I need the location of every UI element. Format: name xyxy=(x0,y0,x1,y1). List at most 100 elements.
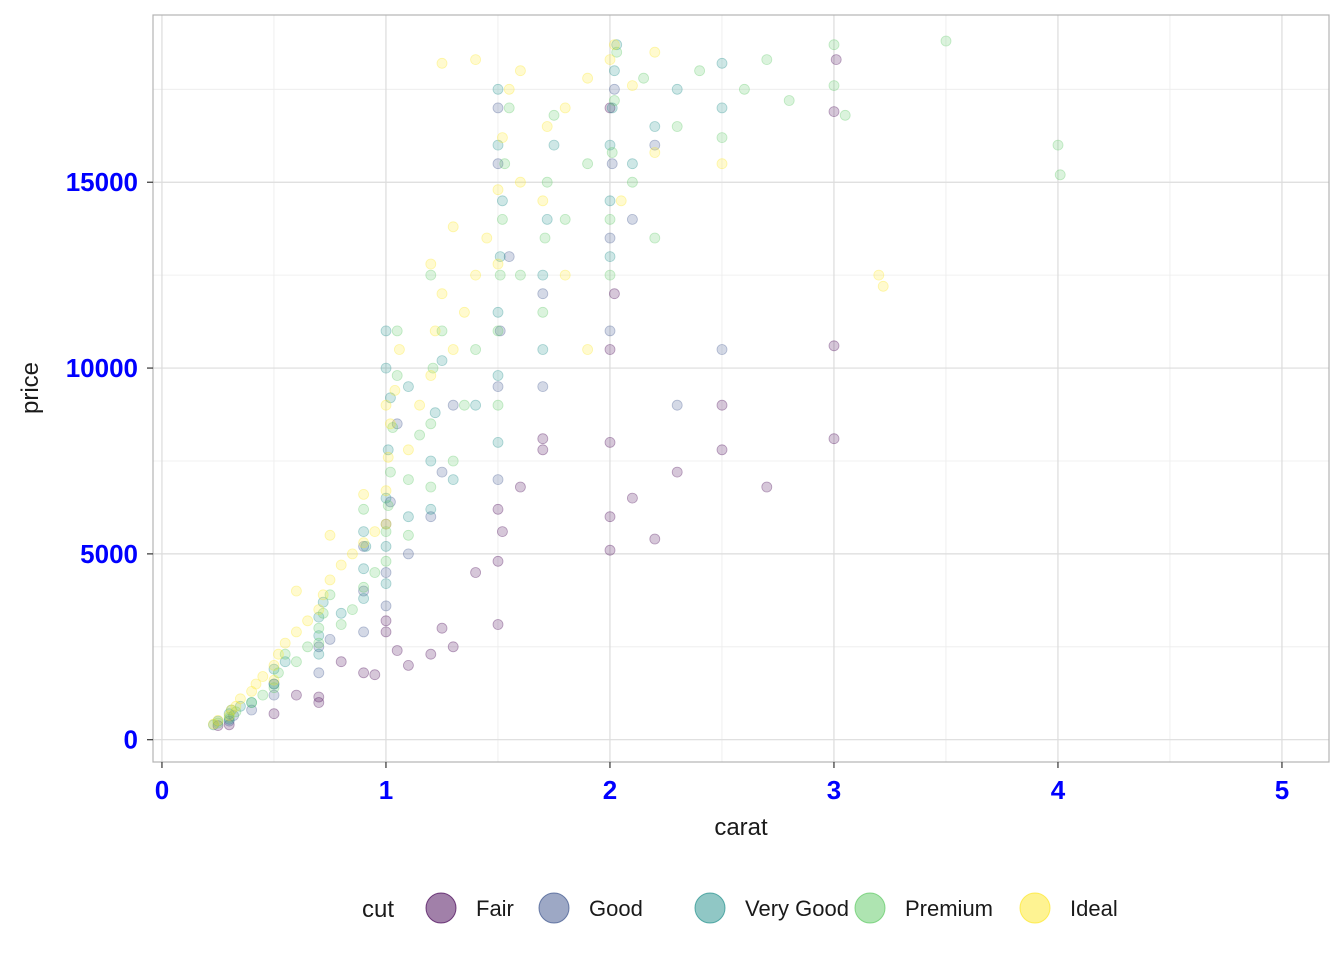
data-point xyxy=(559,102,571,114)
series-ideal xyxy=(208,39,889,730)
legend-key xyxy=(854,892,886,924)
data-point xyxy=(313,630,325,641)
data-point xyxy=(223,712,235,723)
data-point xyxy=(384,496,396,508)
data-point xyxy=(414,429,426,441)
data-point xyxy=(313,691,325,703)
data-point xyxy=(609,95,620,106)
data-point xyxy=(671,83,683,95)
data-point xyxy=(537,433,549,445)
legend-label: Premium xyxy=(905,896,993,921)
data-point xyxy=(346,548,358,560)
data-point xyxy=(230,706,242,718)
data-point xyxy=(402,548,414,560)
data-point xyxy=(649,139,661,151)
legend-label: Very Good xyxy=(745,896,849,921)
data-point xyxy=(492,83,504,95)
data-point xyxy=(496,195,508,207)
data-point xyxy=(324,589,336,601)
data-point xyxy=(492,370,504,381)
series-very-good xyxy=(208,39,728,731)
data-point xyxy=(427,362,439,374)
data-point xyxy=(391,645,403,656)
plot-panel-border xyxy=(152,14,1330,763)
data-point xyxy=(606,147,618,158)
data-point xyxy=(402,511,414,523)
data-point xyxy=(761,481,773,493)
data-point xyxy=(402,660,414,671)
y-tick-label: 10000 xyxy=(66,353,138,383)
data-point xyxy=(604,344,616,355)
data-point xyxy=(1052,139,1064,151)
data-point xyxy=(380,615,392,627)
series-fair xyxy=(212,54,842,731)
data-point xyxy=(380,518,392,530)
data-point xyxy=(335,656,347,668)
data-point xyxy=(615,195,627,207)
data-point xyxy=(313,667,325,679)
data-point xyxy=(470,54,482,65)
data-point xyxy=(391,325,403,337)
data-point xyxy=(257,671,269,682)
data-point xyxy=(839,109,851,121)
data-point xyxy=(246,704,258,716)
data-point xyxy=(380,399,392,411)
data-point xyxy=(447,344,459,355)
data-point xyxy=(761,54,773,65)
data-point xyxy=(391,370,403,381)
data-point xyxy=(828,106,840,117)
x-tick-label: 3 xyxy=(827,775,841,805)
data-point xyxy=(447,641,459,653)
data-point xyxy=(223,708,235,720)
data-point xyxy=(604,102,616,114)
data-point xyxy=(387,422,399,433)
data-point xyxy=(716,444,728,456)
data-point xyxy=(582,72,593,84)
y-tick-label: 5000 xyxy=(80,539,138,569)
legend-label: Ideal xyxy=(1070,896,1118,921)
data-point xyxy=(223,715,235,727)
data-point xyxy=(503,102,515,114)
data-point xyxy=(548,109,560,121)
data-point xyxy=(402,529,414,541)
data-point xyxy=(360,541,372,552)
data-point xyxy=(358,526,370,537)
data-point xyxy=(429,407,441,419)
data-point xyxy=(627,176,638,188)
data-point xyxy=(290,585,302,597)
data-point xyxy=(541,121,553,132)
data-point xyxy=(279,656,291,668)
data-point xyxy=(425,370,437,381)
legend-title: cut xyxy=(362,896,394,923)
data-point xyxy=(537,381,549,393)
data-point xyxy=(649,533,661,545)
data-point xyxy=(380,485,392,497)
data-point xyxy=(402,381,414,393)
data-point xyxy=(268,678,280,690)
data-point xyxy=(369,526,381,537)
data-point xyxy=(604,251,616,263)
data-point xyxy=(492,139,504,151)
data-point xyxy=(716,102,728,114)
data-point xyxy=(638,72,649,84)
data-point xyxy=(671,466,683,478)
scatter-points xyxy=(208,35,1066,731)
legend-items: Fair Good Very Good Premium Ideal xyxy=(425,892,1118,924)
data-point xyxy=(302,615,314,627)
data-point xyxy=(537,444,549,456)
data-point xyxy=(492,158,504,170)
data-point xyxy=(246,697,258,708)
data-point xyxy=(649,46,661,58)
data-point xyxy=(313,604,325,615)
series-good xyxy=(223,83,728,727)
data-point xyxy=(317,596,329,608)
data-point xyxy=(384,466,396,478)
data-point xyxy=(537,288,549,300)
data-point xyxy=(515,65,526,77)
data-point xyxy=(470,399,482,411)
data-point xyxy=(739,83,750,95)
data-point xyxy=(257,689,269,701)
legend: cut Fair Good Very Good Premium Ideal xyxy=(362,892,1118,924)
data-point xyxy=(559,269,571,281)
x-tick-label: 4 xyxy=(1051,775,1066,805)
